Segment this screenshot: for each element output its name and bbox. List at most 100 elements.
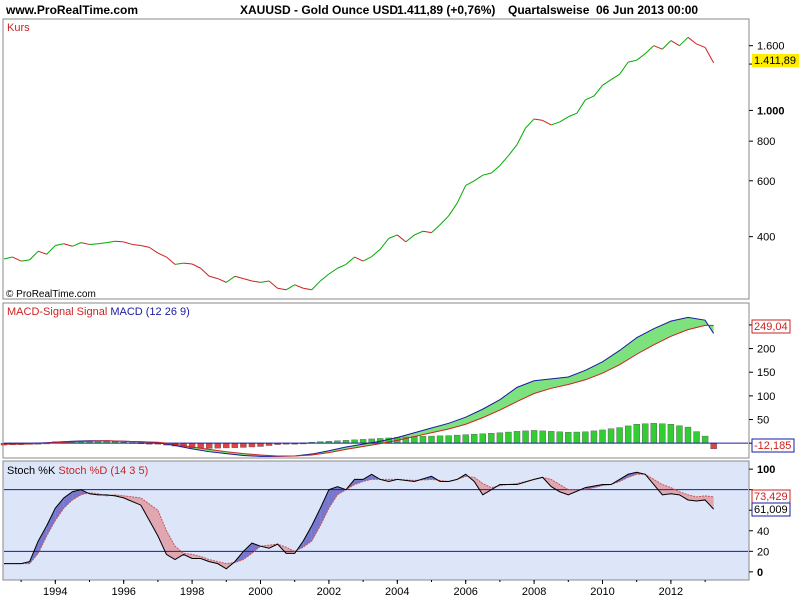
price-segment	[354, 256, 364, 262]
macd-histogram-bar	[582, 431, 589, 444]
stoch-fill	[696, 495, 706, 501]
price-y-tick-label: 1.000	[757, 105, 785, 117]
price-segment	[602, 79, 612, 86]
macd-histogram-bar	[650, 423, 657, 444]
macd-histogram-bar	[248, 442, 256, 448]
price-segment	[55, 243, 64, 247]
stoch-fill	[166, 530, 175, 560]
price-segment	[551, 121, 560, 126]
price-segment	[593, 84, 603, 97]
macd-histogram-bar	[462, 434, 469, 444]
stoch-fill	[175, 546, 184, 560]
macd-histogram-bar	[539, 430, 546, 444]
price-segment	[482, 172, 492, 176]
price-segment	[619, 61, 629, 75]
price-segment	[97, 242, 107, 245]
macd-histogram-bar	[428, 435, 435, 444]
price-segment	[38, 250, 47, 255]
price-change: 1.411,89 (+0,76%)	[397, 3, 495, 17]
price-segment	[439, 215, 449, 226]
price-segment	[396, 234, 407, 243]
stoch-panel[interactable]	[2, 460, 750, 581]
macd-histogram-bar	[548, 431, 555, 444]
price-y-tick-label: 1.600	[757, 41, 785, 53]
macd-histogram-bar	[496, 432, 504, 444]
stoch-y-tick-label: 0	[757, 567, 763, 579]
price-segment	[200, 267, 210, 277]
price-y-tick-label: 400	[757, 232, 775, 244]
price-segment	[12, 256, 22, 262]
price-plot: 1.600 1.000 800 600 400	[3, 36, 785, 291]
macd-plot: 200 150 100 50	[0, 316, 775, 457]
macd-histogram-bar	[667, 424, 675, 444]
stoch-fill	[705, 495, 714, 510]
stoch-plot: 100 40 20 0	[4, 464, 775, 579]
stoch-fill	[328, 486, 338, 509]
price-segment	[585, 95, 595, 101]
macd-histogram-bar	[513, 431, 521, 444]
symbol-title: XAUUSD - Gold Ounce USD	[240, 3, 398, 17]
price-segment	[320, 273, 330, 282]
price-segment	[183, 262, 193, 265]
macd-panel[interactable]	[2, 302, 750, 459]
price-segment	[72, 242, 82, 247]
price-segment	[80, 242, 90, 245]
price-segment	[687, 36, 697, 45]
x-axis-tick-label: 2002	[317, 586, 341, 598]
price-panel[interactable]	[2, 18, 750, 300]
price-segment	[491, 165, 501, 174]
price-segment	[63, 243, 73, 247]
price-segment	[508, 144, 518, 156]
stoch-fill	[320, 489, 329, 526]
stoch-k-line	[4, 471, 715, 570]
price-segment	[610, 73, 620, 81]
macd-histogram-bar	[411, 436, 418, 444]
price-y-tick-label: 800	[757, 136, 775, 148]
price-segment	[456, 185, 467, 204]
stoch-fill	[303, 525, 312, 548]
macd-histogram-bar	[624, 425, 632, 444]
macd-signal-line	[4, 324, 714, 457]
price-segment	[473, 174, 484, 182]
price-segment	[679, 36, 689, 47]
price-segment	[234, 275, 244, 280]
macd-histogram-bar	[205, 442, 213, 449]
price-segment	[559, 116, 569, 123]
macd-histogram-bar	[436, 435, 444, 444]
macd-histogram-bar	[214, 442, 221, 449]
price-segment	[174, 262, 184, 265]
macd-histogram-bar	[488, 433, 495, 444]
price-segment	[704, 47, 715, 64]
price-segment	[405, 234, 415, 243]
macd-histogram-bar	[590, 430, 598, 444]
price-segment	[636, 53, 646, 61]
macd-signal-legend: MACD-Signal Signal	[7, 306, 107, 318]
x-axis-tick-label: 2010	[590, 586, 614, 598]
stoch-k-legend: Stoch %K	[7, 465, 56, 477]
price-segment	[89, 243, 99, 245]
price-segment	[576, 99, 586, 114]
price-segment	[191, 263, 201, 269]
price-segment	[268, 280, 278, 289]
price-segment	[431, 224, 441, 233]
price-segment	[29, 250, 39, 261]
price-segment	[628, 59, 637, 63]
price-segment	[448, 202, 458, 217]
x-axis-tick-label: 2012	[659, 586, 683, 598]
price-segment	[328, 267, 338, 275]
stoch-fill	[38, 525, 47, 554]
stoch-fill	[311, 508, 321, 542]
macd-histogram-bar	[573, 431, 581, 444]
macd-histogram-bar	[522, 430, 529, 444]
price-segment	[337, 263, 347, 269]
x-axis-tick-label: 1994	[43, 586, 67, 598]
macd-histogram-bar	[453, 434, 461, 444]
macd-histogram-bar	[676, 425, 683, 444]
site-label[interactable]: www.ProRealTime.com	[5, 3, 138, 17]
price-segment	[149, 246, 159, 254]
stoch-fill	[688, 494, 697, 501]
macd-y-tick-label: 200	[757, 344, 775, 356]
x-axis-tick-label: 2008	[522, 586, 546, 598]
price-segment	[311, 280, 321, 291]
